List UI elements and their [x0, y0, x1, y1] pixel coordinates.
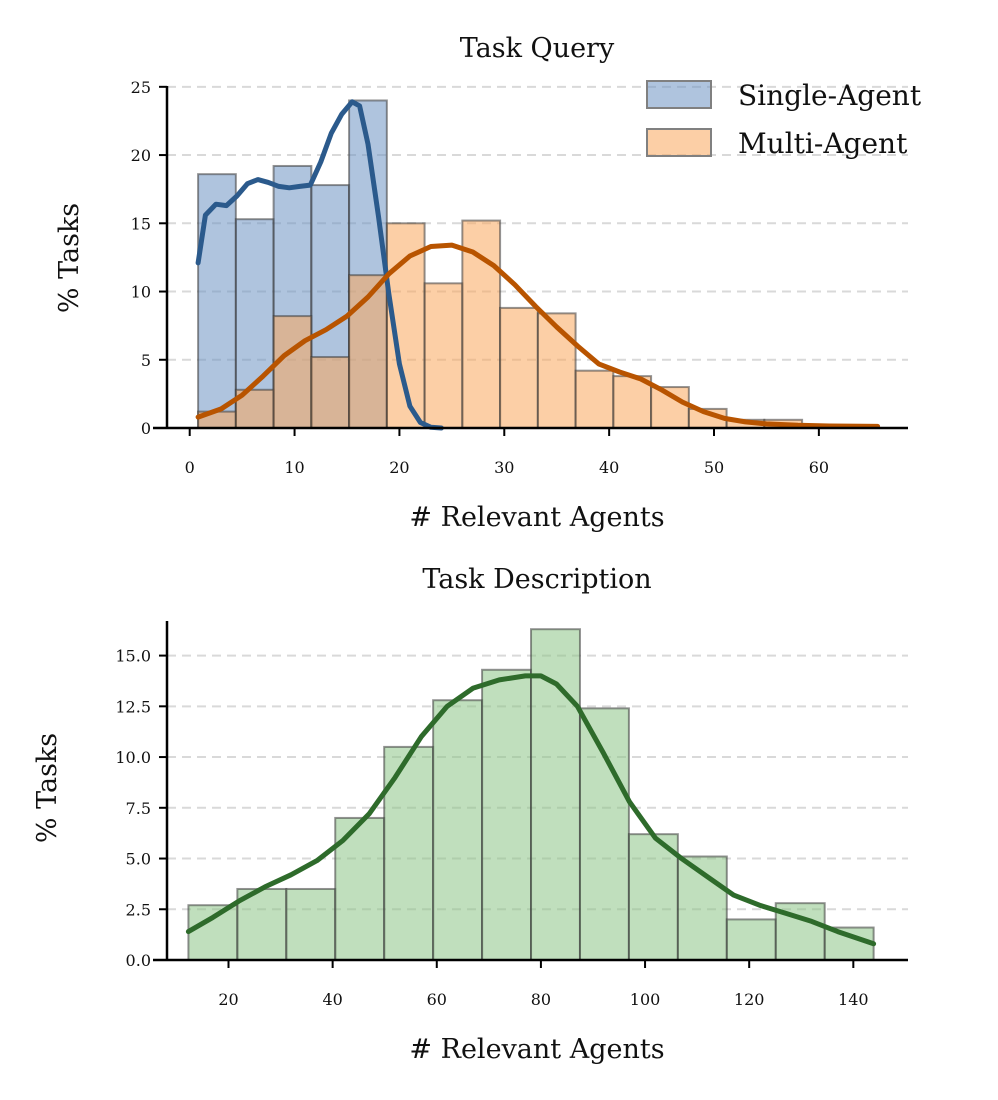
histogram-bar [499, 306, 539, 429]
chart-title: Task Description [422, 564, 651, 595]
x-tick-label: 20 [389, 458, 409, 477]
kde-line-task-description [185, 673, 877, 947]
histogram-bar [530, 628, 581, 961]
y-tick-label: 20 [131, 146, 151, 165]
x-axis-label: # Relevant Agents [409, 1034, 664, 1065]
x-ticks: 0 10 20 30 40 50 60 [185, 428, 829, 477]
legend-swatch-single-agent [646, 80, 712, 109]
panel-task-description: 20 40 60 80 100 120 140 0.0 2.5 5.0 7.5 10.0 12.5 15… [32, 564, 908, 1065]
y-tick-label: 0 [141, 419, 151, 438]
x-tick-label: 60 [809, 458, 829, 477]
x-tick-label: 10 [284, 458, 304, 477]
x-tick-label: 40 [599, 458, 619, 477]
y-tick-label: 15 [131, 214, 151, 233]
y-axis-label: % Tasks [54, 203, 85, 313]
kde-line-single-agent [195, 99, 444, 431]
y-tick-label: 12.5 [115, 697, 151, 716]
histogram-bar [187, 904, 239, 961]
histogram-bar [285, 887, 337, 961]
chart-title: Task Query [460, 33, 615, 64]
histogram-bar [725, 918, 777, 961]
y-tick-label: 2.5 [126, 900, 151, 919]
histogram-bar [481, 668, 533, 961]
histogram-bar [272, 315, 313, 429]
y-tick-label: 15.0 [115, 647, 151, 666]
histogram-bar [310, 356, 351, 430]
x-tick-label: 100 [630, 990, 661, 1009]
legend: Single-Agent Multi-Agent [646, 79, 922, 160]
x-axis-label: # Relevant Agents [409, 502, 664, 533]
y-tick-label: 5.0 [126, 850, 151, 869]
x-tick-label: 50 [704, 458, 724, 477]
legend-label-single-agent: Single-Agent [738, 79, 922, 112]
x-tick-label: 120 [734, 990, 765, 1009]
legend-label-multi-agent: Multi-Agent [738, 127, 908, 160]
y-tick-label: 5 [141, 351, 151, 370]
x-tick-label: 60 [427, 990, 447, 1009]
x-tick-label: 140 [838, 990, 869, 1009]
histogram-bar [197, 173, 237, 429]
histogram-bar [612, 375, 653, 429]
y-ticks: 0 5 10 15 20 25 [131, 78, 167, 438]
axes [153, 621, 908, 962]
panel-task-query: 0 10 20 30 40 50 60 0 5 10 15 20 25 Task Query # Re… [54, 33, 922, 533]
y-tick-label: 25 [131, 78, 151, 97]
y-tick-label: 0.0 [126, 951, 151, 970]
y-tick-label: 7.5 [126, 799, 151, 818]
y-axis-label: % Tasks [32, 733, 63, 843]
x-tick-label: 80 [531, 990, 551, 1009]
histogram-bar [536, 312, 577, 430]
kde-line-multi-agent [195, 242, 881, 429]
histogram-bar [578, 707, 630, 962]
histogram-bar [423, 282, 464, 430]
x-ticks: 20 40 60 80 100 120 140 [218, 960, 869, 1009]
axes [153, 86, 908, 430]
x-tick-label: 40 [322, 990, 342, 1009]
x-tick-label: 30 [494, 458, 514, 477]
legend-swatch-multi-agent [646, 128, 712, 157]
histogram-bar [432, 699, 484, 961]
y-tick-label: 10.0 [115, 748, 151, 767]
y-ticks: 0.0 2.5 5.0 7.5 10.0 12.5 15.0 [115, 647, 167, 970]
x-tick-label: 0 [185, 458, 195, 477]
y-tick-label: 10 [131, 283, 151, 302]
histogram-bar [574, 369, 615, 429]
x-tick-label: 20 [218, 990, 238, 1009]
